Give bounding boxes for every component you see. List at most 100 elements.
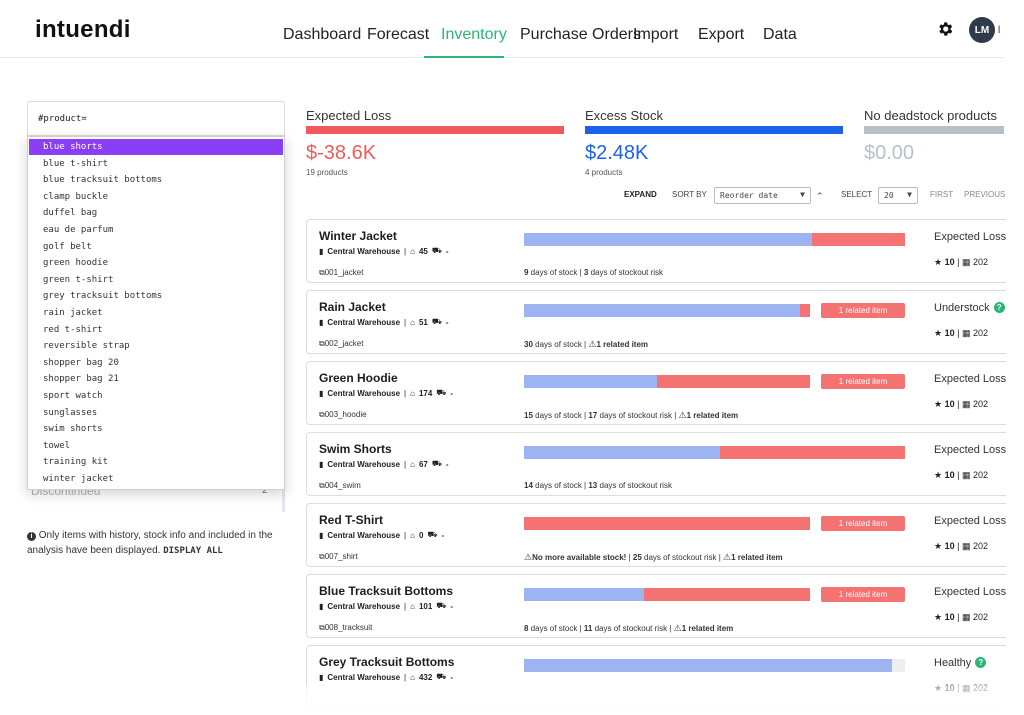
nav-tab-export[interactable]: Export (698, 26, 745, 43)
stockout-risk-segment (811, 233, 905, 246)
suggestion-item[interactable]: reversible strap (43, 341, 130, 352)
incoming-quantity: - (450, 601, 454, 611)
home-icon: ⌂ (410, 672, 415, 682)
ship-icon: ⛟ (431, 459, 442, 468)
suggestion-item[interactable]: red t-shirt (43, 324, 103, 335)
help-icon[interactable]: ? (975, 657, 987, 668)
sku-value: 007_shirt (324, 552, 358, 561)
tag-icon: ⧉ (319, 552, 325, 561)
suggestion-item[interactable]: sunglasses (43, 407, 98, 418)
expand-button[interactable]: EXPAND (624, 190, 657, 199)
first-page-button[interactable]: FIRST (930, 190, 954, 199)
nav-tab-data[interactable]: Data (763, 26, 797, 43)
nav-tab-inventory[interactable]: Inventory (441, 26, 507, 43)
warehouse-name: Central Warehouse (327, 530, 401, 540)
app-logo[interactable]: intuendi (35, 16, 131, 43)
product-stats: 8 days of stock | 11 days of stockout ri… (524, 623, 733, 634)
separator: | (954, 612, 962, 622)
product-name[interactable]: Green Hoodie (319, 371, 398, 385)
stock-coverage-bar (524, 588, 810, 601)
product-card[interactable]: Winter Jacket ▮ Central Warehouse | ⌂ 45 ⛟ - ⧉ 0… (306, 219, 1006, 283)
product-card[interactable]: Red T-Shirt ▮ Central Warehouse | ⌂ 0 ⛟ - ⧉ 007_… (306, 503, 1006, 567)
home-icon: ⌂ (410, 317, 415, 327)
stock-quantity: 0 (418, 530, 424, 540)
search-box[interactable] (27, 101, 285, 136)
ship-icon: ⛟ (436, 601, 447, 610)
product-name[interactable]: Rain Jacket (319, 300, 386, 314)
warehouse-name: Central Warehouse (327, 317, 401, 327)
suggestion-item[interactable]: eau de parfum (43, 225, 114, 235)
incoming-quantity: - (445, 246, 449, 256)
separator: | (667, 624, 674, 633)
separator: | (404, 388, 407, 398)
suggestion-item[interactable]: shopper bag 21 (43, 374, 119, 385)
sku-value: 008_tracksuit (324, 623, 373, 632)
suggestion-item[interactable]: duffel bag (43, 208, 98, 219)
product-score: ★ 10 | ▦ 202 (934, 328, 988, 339)
stock-coverage-bar (524, 659, 905, 672)
separator: | (954, 257, 962, 267)
product-card[interactable]: Swim Shorts ▮ Central Warehouse | ⌂ 67 ⛟ - ⧉ 004… (306, 432, 1006, 496)
date-value: 202 (972, 399, 988, 409)
suggestion-item[interactable]: sport watch (43, 391, 103, 401)
suggestion-item[interactable]: swim shorts (43, 424, 103, 435)
suggestion-item[interactable]: blue t-shirt (43, 158, 109, 169)
warehouse-name: Central Warehouse (327, 246, 401, 256)
days-of-stock-segment (524, 375, 658, 388)
tag-icon: ⧉ (319, 410, 325, 419)
suggestion-item[interactable]: clamp buckle (43, 191, 109, 202)
related-items-badge[interactable]: 1 related item (821, 516, 905, 531)
nav-tab-dashboard[interactable]: Dashboard (283, 26, 362, 43)
sort-select[interactable]: Reorder date ▼ (714, 187, 811, 204)
stock-quantity: 174 (418, 388, 433, 398)
kpi-value: $0.00 (864, 142, 915, 164)
product-name[interactable]: Winter Jacket (319, 229, 397, 243)
related-items-badge[interactable]: 1 related item (821, 303, 905, 318)
product-name[interactable]: Grey Tracksuit Bottoms (319, 655, 455, 669)
product-card[interactable]: Rain Jacket ▮ Central Warehouse | ⌂ 51 ⛟ - ⧉ 002… (306, 290, 1006, 354)
related-items-badge[interactable]: 1 related item (821, 587, 905, 602)
suggestion-item[interactable]: golf belt (43, 241, 92, 252)
separator: | (404, 459, 407, 469)
stat-label: days of stock (532, 481, 582, 490)
suggestion-item[interactable]: blue shorts (29, 139, 283, 155)
status-label: Expected Loss (934, 515, 1007, 527)
product-card[interactable]: Green Hoodie ▮ Central Warehouse | ⌂ 174 ⛟ - ⧉ 0… (306, 361, 1006, 425)
search-input[interactable] (38, 114, 278, 124)
suggestion-item[interactable]: towel (43, 440, 71, 451)
suggestion-item[interactable]: blue tracksuit bottoms (43, 175, 163, 186)
days-of-stock-segment (524, 588, 644, 601)
suggestion-item[interactable]: green t-shirt (43, 274, 114, 285)
suggestion-item[interactable]: green hoodie (43, 258, 109, 269)
suggestion-item[interactable]: winter jacket (43, 474, 114, 484)
suggestion-item[interactable]: rain jacket (43, 308, 103, 318)
nav-tab-forecast[interactable]: Forecast (367, 26, 430, 43)
nav-tab-import[interactable]: Import (633, 26, 679, 43)
nav-tab-purchase-orders[interactable]: Purchase Orders (520, 26, 641, 43)
separator: | (581, 340, 589, 349)
page-size-select[interactable]: 20 ▼ (878, 187, 918, 204)
home-icon: ⌂ (410, 530, 415, 540)
help-icon[interactable]: ? (993, 302, 1005, 313)
display-all-link[interactable]: DISPLAY ALL (163, 546, 223, 556)
sort-direction-icon[interactable]: ⌃ (816, 191, 824, 201)
product-name[interactable]: Red T-Shirt (319, 513, 384, 527)
user-name: l (998, 25, 1001, 36)
score-value: 10 (944, 399, 955, 409)
product-name[interactable]: Blue Tracksuit Bottoms (319, 584, 454, 598)
suggestion-item[interactable]: shopper bag 20 (43, 357, 119, 368)
user-avatar[interactable]: LM (969, 17, 995, 43)
product-card[interactable]: Blue Tracksuit Bottoms ▮ Central Warehouse… (306, 574, 1006, 638)
stock-quantity: 51 (418, 317, 428, 327)
related-items-badge[interactable]: 1 related item (821, 374, 905, 389)
product-stats: ⚠ No more available stock! | 25 days of … (524, 552, 783, 563)
suggestion-item[interactable]: grey tracksuit bottoms (43, 291, 163, 302)
stat-label: days of stockout risk (597, 481, 672, 490)
gear-icon[interactable] (936, 20, 954, 38)
stat-label: days of stock (532, 340, 582, 349)
incoming-quantity: - (441, 530, 445, 540)
suggestion-item[interactable]: training kit (43, 457, 109, 468)
product-name[interactable]: Swim Shorts (319, 442, 392, 456)
previous-page-button[interactable]: PREVIOUS (964, 190, 1006, 199)
tag-icon: ⧉ (319, 481, 325, 490)
